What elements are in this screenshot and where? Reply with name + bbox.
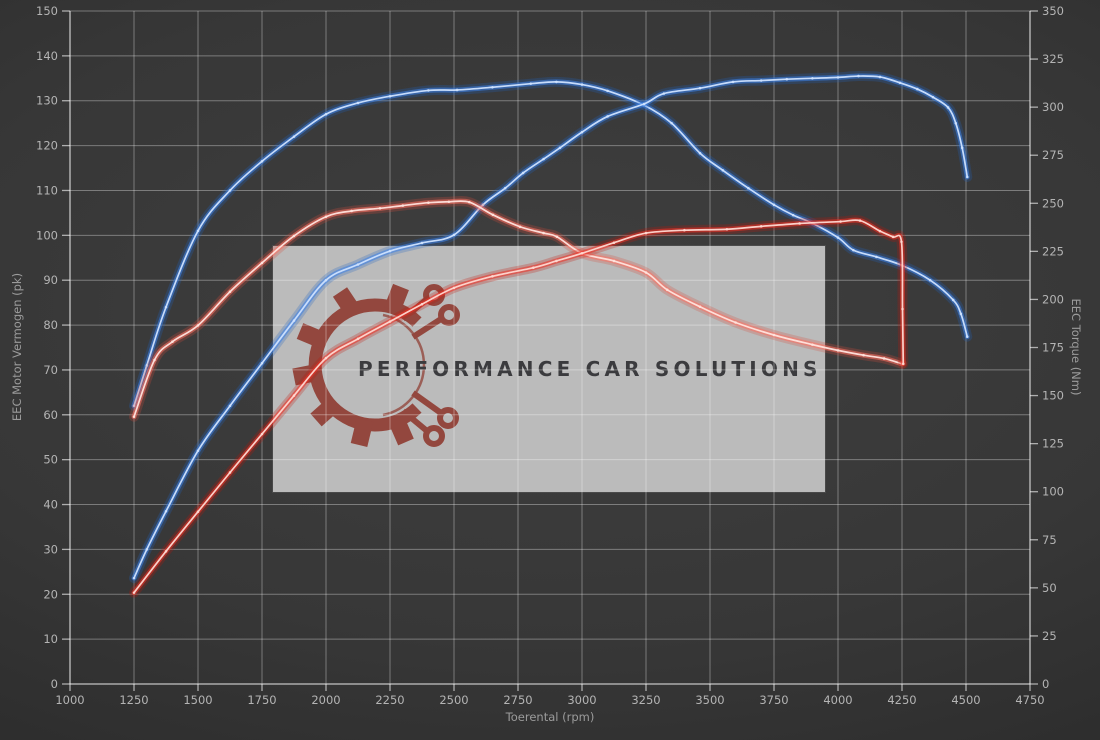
y-right-tick-label: 250 [1042,196,1064,210]
tick-labels: 0102030405060708090100110120130140150025… [36,4,1064,707]
y-left-tick-label: 30 [43,542,58,556]
x-tick-label: 3500 [695,693,724,707]
y-left-tick-label: 70 [43,363,58,377]
y-right-tick-label: 25 [1042,629,1057,643]
x-tick-label: 4500 [951,693,980,707]
watermark-box [273,246,825,492]
watermark-text: PERFORMANCE CAR SOLUTIONS [358,357,822,381]
y-left-tick-label: 80 [43,318,58,332]
series-torque-run-falling-end [129,196,907,422]
x-tick-label: 2750 [503,693,532,707]
series-point-markers [132,80,969,408]
y-right-tick-label: 150 [1042,389,1064,403]
y-left-tick-label: 120 [36,139,58,153]
series-vermogen-run-early-spool [129,76,973,411]
y-left-tick-label: 110 [36,183,58,197]
y-right-tick-label: 325 [1042,52,1064,66]
series-vermogen-run-late-peak [129,71,973,584]
y-axis-label-right: EEC Torque (Nm) [1069,298,1083,396]
y-right-tick-label: 300 [1042,100,1064,114]
y-axis-label-left: EEC Motor Vermogen (pk) [10,272,24,422]
axis-frame [62,10,1038,691]
x-tick-label: 3750 [759,693,788,707]
y-right-tick-label: 50 [1042,581,1057,595]
x-tick-label: 2000 [311,693,340,707]
y-left-tick-label: 50 [43,453,58,467]
y-left-tick-label: 40 [43,498,58,512]
series-point-markers [132,74,969,580]
series-torque-run-plateau-cut [129,215,909,598]
y-left-tick-label: 60 [43,408,58,422]
y-right-tick-label: 175 [1042,341,1064,355]
x-tick-label: 4000 [823,693,852,707]
y-right-tick-label: 75 [1042,533,1057,547]
y-right-tick-label: 225 [1042,244,1064,258]
x-tick-label: 1250 [119,693,148,707]
x-tick-label: 3000 [567,693,596,707]
grid-lines [69,10,1031,685]
series-point-markers [132,219,905,594]
y-left-tick-label: 0 [51,677,58,691]
x-tick-label: 4750 [1015,693,1044,707]
y-right-tick-label: 100 [1042,485,1064,499]
y-right-tick-label: 200 [1042,292,1064,306]
y-left-tick-label: 100 [36,228,58,242]
y-right-tick-label: 275 [1042,148,1064,162]
y-left-tick-label: 10 [43,632,58,646]
x-tick-label: 4250 [887,693,916,707]
x-tick-label: 3250 [631,693,660,707]
x-tick-label: 2500 [439,693,468,707]
x-axis-label: Toerental (rpm) [505,710,595,724]
y-right-tick-label: 0 [1042,677,1049,691]
x-tick-label: 2250 [375,693,404,707]
y-left-tick-label: 130 [36,94,58,108]
y-left-tick-label: 90 [43,273,58,287]
x-tick-label: 1000 [55,693,84,707]
y-left-tick-label: 20 [43,587,58,601]
y-right-tick-label: 350 [1042,4,1064,18]
y-right-tick-label: 125 [1042,437,1064,451]
x-tick-label: 1750 [247,693,276,707]
y-left-tick-label: 140 [36,49,58,63]
x-tick-label: 1500 [183,693,212,707]
y-left-tick-label: 150 [36,4,58,18]
